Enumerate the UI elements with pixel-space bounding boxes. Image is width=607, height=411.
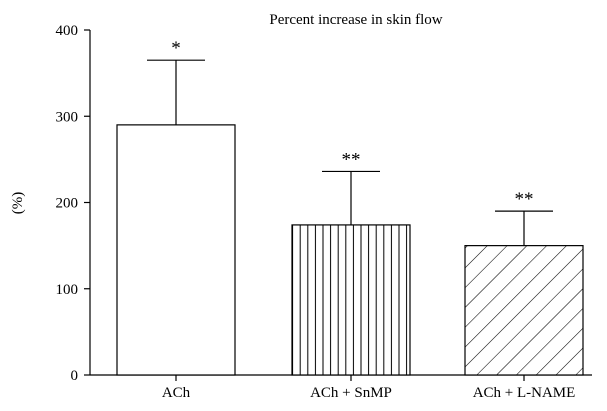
x-category-label: ACh <box>162 385 191 401</box>
bar <box>291 224 411 376</box>
y-tick-label: 400 <box>56 23 79 39</box>
chart-title: Percent increase in skin flow <box>269 12 442 28</box>
y-axis-label: (%) <box>10 192 26 215</box>
significance-marker: ** <box>515 189 534 210</box>
bars: ***** <box>116 38 584 376</box>
bar <box>464 245 584 376</box>
bar <box>116 124 236 376</box>
y-tick-label: 200 <box>56 196 79 212</box>
x-category-label: ACh + L-NAME <box>473 385 576 401</box>
significance-marker: * <box>171 38 181 59</box>
significance-marker: ** <box>342 149 361 170</box>
axes: 0 100 200 300 400 ACh ACh + SnMP ACh + L-NAME <box>56 23 592 401</box>
y-tick-label: 300 <box>56 109 79 125</box>
x-category-label: ACh + SnMP <box>310 385 392 401</box>
y-tick-label: 100 <box>56 282 79 298</box>
y-tick-label: 0 <box>71 368 79 384</box>
